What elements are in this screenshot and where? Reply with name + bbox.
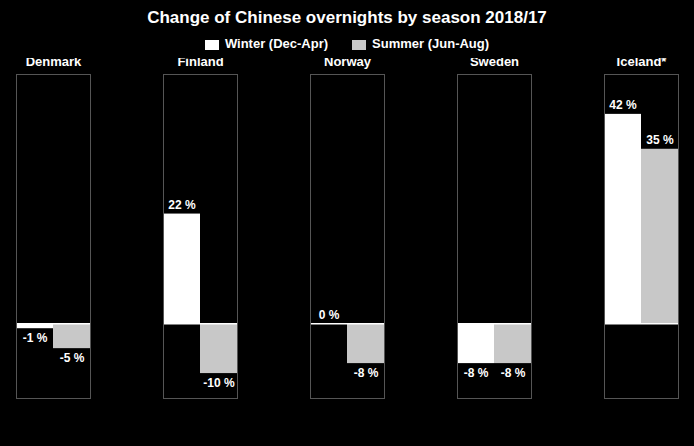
svg-text:35 %: 35 % [646,133,674,147]
svg-text:-8 %: -8 % [464,366,489,380]
html-text:Change of Chinese overnights b: Change of Chinese overnights by season 2… [147,8,547,27]
svg-text:Iceland*: Iceland* [617,58,668,69]
svg-text:-8 %: -8 % [354,366,379,380]
html-text:Summer (Jun-Aug): Summer (Jun-Aug) [372,36,490,51]
svg-text:-10 %: -10 % [203,376,235,390]
svg-text:Norway: Norway [324,58,372,69]
svg-text:0 %: 0 % [319,308,340,322]
svg-text:Denmark: Denmark [26,58,82,69]
svg-text:Finland: Finland [177,58,223,69]
svg-text:22 %: 22 % [168,198,196,212]
svg-text:42 %: 42 % [609,98,637,112]
svg-text:-1 %: -1 % [23,331,48,345]
svg-text:-5 %: -5 % [60,351,85,365]
html-text:Winter (Dec-Apr): Winter (Dec-Apr) [224,36,329,51]
svg-text:-8 %: -8 % [501,366,526,380]
svg-text:Sweden: Sweden [470,58,519,69]
